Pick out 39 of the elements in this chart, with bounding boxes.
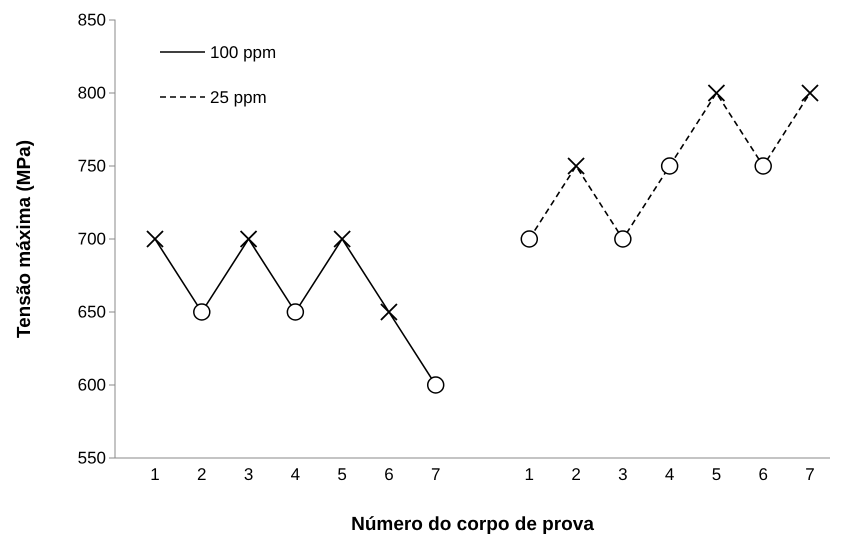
- y-tick-label: 850: [78, 10, 106, 30]
- point: [754, 157, 772, 175]
- x-tick-label: 5: [337, 465, 347, 484]
- y-tick-label: 750: [78, 156, 106, 176]
- y-tick-label: 650: [78, 302, 106, 322]
- point: [333, 230, 352, 248]
- point: [567, 157, 585, 175]
- y-tick-label: 550: [78, 448, 106, 468]
- point: [286, 303, 304, 321]
- x-tick-label: 3: [618, 465, 628, 484]
- point: [426, 376, 444, 394]
- x-tick-label: 5: [712, 465, 722, 484]
- x-tick-label: 7: [430, 465, 440, 484]
- x-tick-label: 1: [150, 465, 160, 484]
- x-tick-label: 7: [805, 465, 815, 484]
- legend-label: 100 ppm: [210, 43, 276, 62]
- point: [801, 84, 819, 102]
- x-tick-label: 4: [290, 465, 300, 484]
- y-tick-label: 600: [78, 375, 106, 394]
- x-tick-label: 3: [244, 465, 254, 484]
- point: [660, 157, 678, 175]
- point: [193, 303, 211, 321]
- x-axis-title: Número do corpo de prova: [351, 514, 594, 535]
- x-tick-label: 2: [197, 465, 207, 484]
- y-tick-label: 700: [78, 229, 106, 248]
- x-tick-label: 4: [664, 465, 674, 484]
- y-axis-title: Tensão máxima (MPa): [14, 140, 35, 338]
- x-tick-label: 6: [758, 465, 768, 484]
- point: [380, 303, 398, 321]
- point: [146, 230, 164, 248]
- y-tick-label: 800: [78, 83, 106, 102]
- point: [520, 230, 538, 248]
- legend-label: 25 ppm: [210, 88, 267, 107]
- x-tick-label: 1: [524, 465, 534, 484]
- point: [240, 230, 258, 248]
- point: [614, 230, 632, 248]
- point: [708, 84, 726, 102]
- x-tick-label: 6: [384, 465, 394, 484]
- x-tick-label: 2: [571, 465, 581, 484]
